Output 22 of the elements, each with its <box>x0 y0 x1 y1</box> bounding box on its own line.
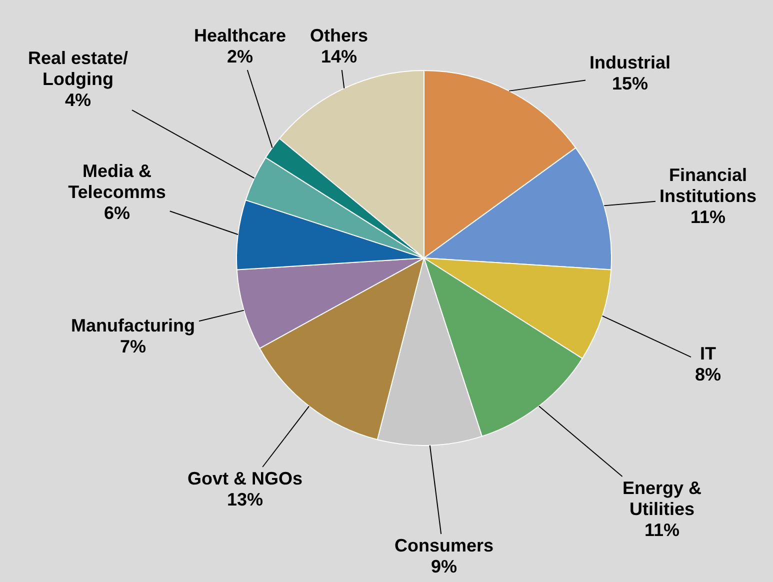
slice-label: Energy & Utilities <box>622 478 702 519</box>
slice-label: Others <box>310 25 368 46</box>
data-label: 14% <box>320 46 358 66</box>
slice-label: Consumers <box>394 535 494 556</box>
slice-label: Media & Telecomms <box>68 160 166 202</box>
slice-label: Manufacturing <box>71 315 195 336</box>
data-label: 9% <box>430 556 458 576</box>
data-label: 8% <box>694 364 722 384</box>
data-label: 11% <box>690 206 726 227</box>
data-label: 6% <box>104 202 130 223</box>
slice-label: Govt & NGOs <box>187 468 303 488</box>
data-label: 11% <box>644 520 680 540</box>
data-label: 2% <box>226 46 254 66</box>
slice-label: Healthcare <box>194 25 286 46</box>
data-label: 7% <box>120 336 146 356</box>
slice-label: IT <box>700 343 716 364</box>
data-label: 4% <box>64 90 92 110</box>
slice-label: Financial Institutions <box>660 164 756 206</box>
data-label: 15% <box>612 73 648 94</box>
slice-label: Industrial <box>589 52 671 72</box>
data-label: 13% <box>226 489 264 510</box>
slice-label: Real estate/ Lodging <box>28 48 128 89</box>
